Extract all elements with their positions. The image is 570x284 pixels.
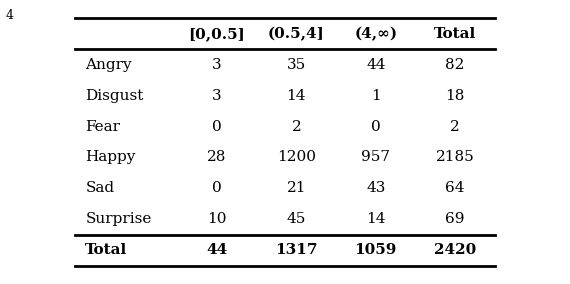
Text: 4: 4 (6, 9, 14, 22)
